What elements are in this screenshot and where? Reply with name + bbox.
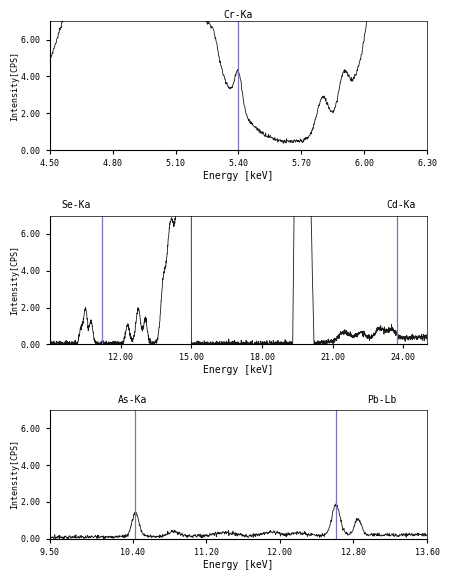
Text: As-Ka: As-Ka — [118, 395, 148, 405]
Text: Se-Ka: Se-Ka — [61, 201, 90, 211]
X-axis label: Energy [keV]: Energy [keV] — [203, 365, 274, 375]
Y-axis label: Intensity[CPS]: Intensity[CPS] — [10, 439, 19, 509]
Y-axis label: Intensity[CPS]: Intensity[CPS] — [10, 50, 19, 121]
X-axis label: Energy [keV]: Energy [keV] — [203, 171, 274, 181]
Y-axis label: Intensity[CPS]: Intensity[CPS] — [10, 245, 19, 315]
Text: Pb-Lb: Pb-Lb — [367, 395, 396, 405]
X-axis label: Energy [keV]: Energy [keV] — [203, 560, 274, 570]
Text: Cd-Ka: Cd-Ka — [386, 201, 416, 211]
Title: Cr-Ka: Cr-Ka — [224, 10, 253, 20]
